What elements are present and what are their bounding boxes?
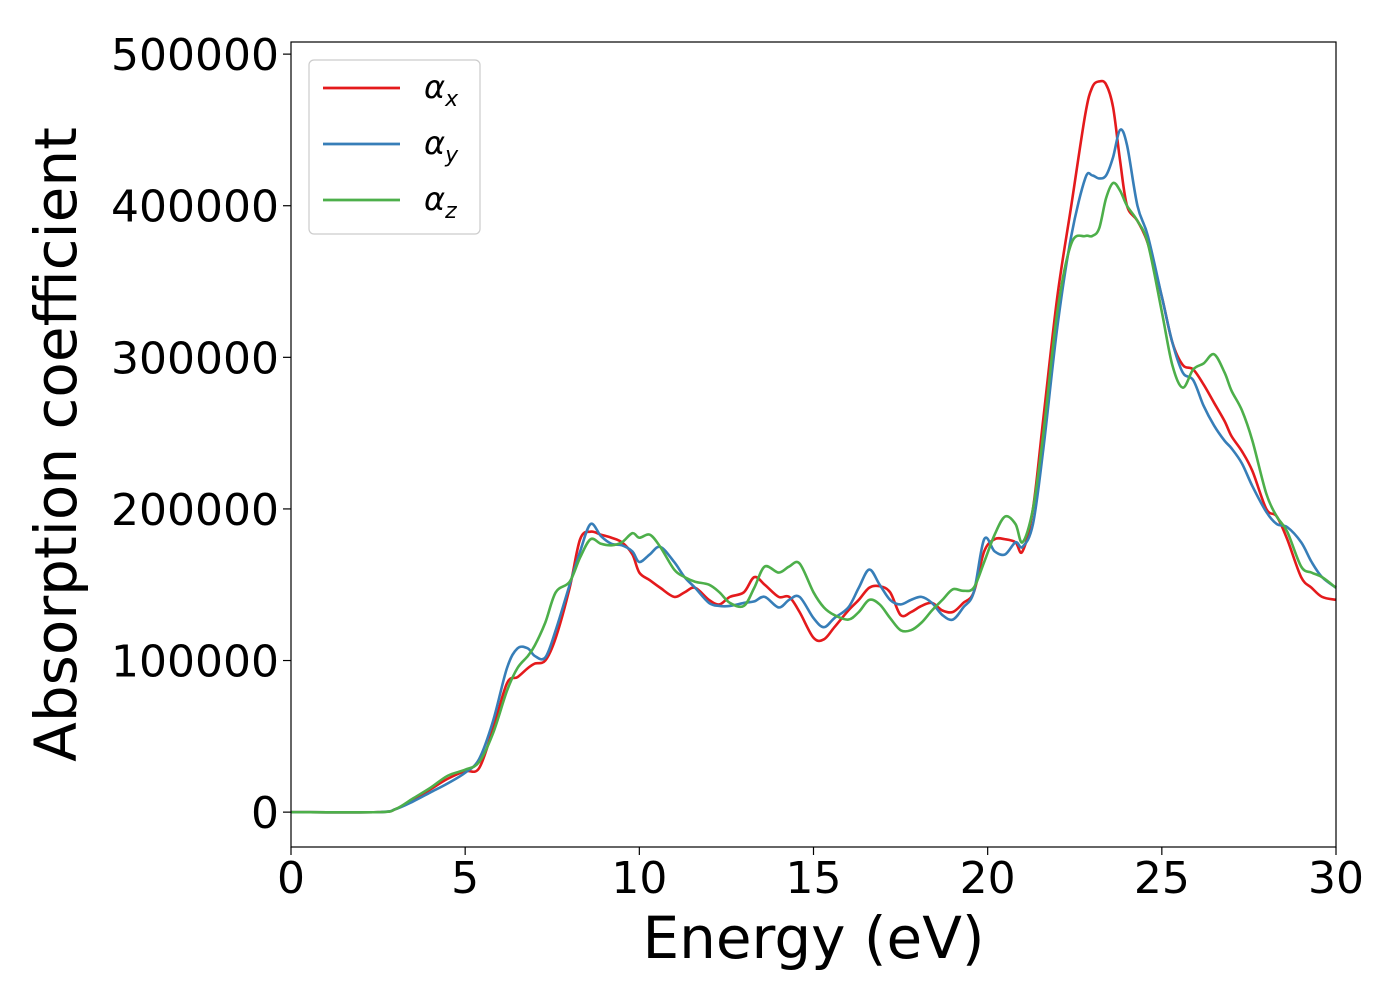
y-tick-label: 500000 [111, 30, 279, 81]
x-axis-ticks: 0 5 10 15 20 25 30 [277, 847, 1364, 904]
y-tick-label: 300000 [111, 333, 279, 384]
series-lines [290, 79, 1337, 814]
y-tick-label: 400000 [111, 182, 279, 233]
x-tick-label: 15 [786, 853, 842, 904]
series-line-y [290, 128, 1337, 814]
y-tick-label: 100000 [111, 637, 279, 688]
y-axis-ticks: 0 100000 200000 300000 400000 500000 [111, 30, 291, 839]
x-tick-label: 20 [960, 853, 1016, 904]
x-tick-label: 10 [611, 853, 667, 904]
legend-box [308, 59, 481, 235]
y-axis-label: Absorption coefficient [22, 127, 90, 762]
y-tick-label: 0 [251, 788, 279, 839]
x-tick-label: 0 [277, 853, 305, 904]
series-line-z [290, 181, 1337, 814]
x-tick-label: 25 [1134, 853, 1190, 904]
x-tick-label: 5 [451, 853, 479, 904]
y-tick-label: 200000 [111, 485, 279, 536]
x-tick-label: 30 [1308, 853, 1364, 904]
x-axis-label: Energy (eV) [642, 904, 984, 972]
